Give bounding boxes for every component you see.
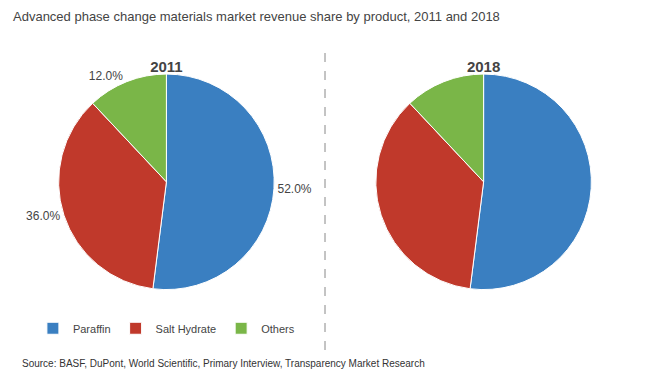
svg-text:36.0%: 36.0% [26, 209, 60, 223]
svg-text:Advanced phase change material: Advanced phase change materials market r… [13, 9, 500, 24]
svg-text:2018: 2018 [467, 58, 500, 75]
svg-text:Others: Others [261, 323, 295, 335]
svg-text:12.0%: 12.0% [89, 69, 123, 83]
svg-text:Paraffin: Paraffin [73, 323, 111, 335]
svg-text:52.0%: 52.0% [277, 182, 311, 196]
svg-text:2011: 2011 [150, 58, 183, 75]
svg-text:Source: BASF, DuPont, World Sc: Source: BASF, DuPont, World Scientific, … [22, 358, 425, 369]
svg-text:Salt Hydrate: Salt Hydrate [156, 323, 217, 335]
